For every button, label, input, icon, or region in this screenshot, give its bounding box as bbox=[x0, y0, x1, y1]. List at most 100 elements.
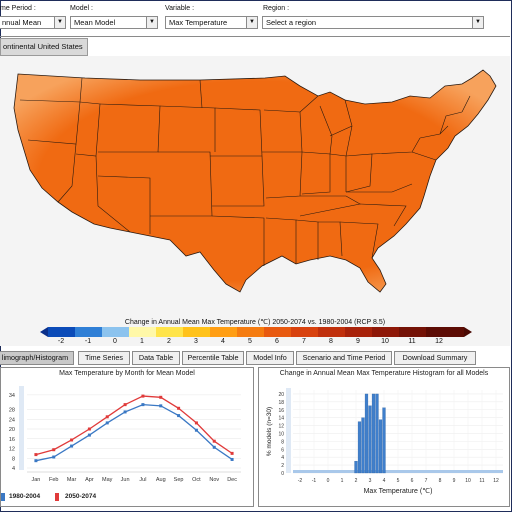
histogram-title: Change in Annual Mean Max Temperature Hi… bbox=[279, 370, 489, 377]
series-point[interactable] bbox=[70, 438, 74, 442]
scale-label: 12 bbox=[435, 338, 443, 345]
histogram-bar[interactable] bbox=[378, 419, 383, 474]
y-axis-band bbox=[19, 386, 24, 470]
map-title: Change in Annual Mean Max Temperature (℃… bbox=[124, 319, 386, 326]
period-value: nnual Mean bbox=[2, 18, 42, 27]
y-tick-label: 34 bbox=[9, 393, 15, 399]
series-point[interactable] bbox=[34, 459, 38, 463]
y-tick-label: 10 bbox=[278, 431, 284, 437]
tab-model-info[interactable]: Model Info bbox=[246, 351, 294, 365]
series-point[interactable] bbox=[87, 427, 91, 431]
series-point[interactable] bbox=[52, 448, 56, 452]
series-point[interactable] bbox=[177, 406, 181, 410]
x-tick-label: 12 bbox=[493, 478, 499, 484]
x-tick-label: -1 bbox=[312, 478, 317, 484]
series-point[interactable] bbox=[105, 421, 109, 425]
histogram-bar[interactable] bbox=[354, 460, 358, 474]
series-point[interactable] bbox=[177, 414, 181, 418]
x-tick-label: Aug bbox=[156, 477, 166, 483]
tab-data-table[interactable]: Data Table bbox=[132, 351, 180, 365]
series-point[interactable] bbox=[70, 444, 74, 448]
legend-label-2050-2074: 2050-2074 bbox=[65, 493, 97, 500]
series-point[interactable] bbox=[141, 394, 145, 398]
x-tick-label: 8 bbox=[439, 478, 442, 484]
histogram-bar[interactable] bbox=[371, 393, 376, 474]
region-select[interactable]: Select a region ▼ bbox=[262, 16, 484, 29]
us-map[interactable] bbox=[0, 56, 510, 346]
y-tick-label: 4 bbox=[281, 455, 284, 461]
x-tick-label: May bbox=[102, 477, 113, 483]
period-select[interactable]: nnual Mean ▼ bbox=[0, 16, 66, 29]
tab-climograph-histogram[interactable]: limograph/Histogram bbox=[0, 351, 74, 365]
series-point[interactable] bbox=[52, 455, 56, 459]
x-tick-label: 4 bbox=[383, 478, 386, 484]
series-point[interactable] bbox=[230, 451, 234, 455]
series-line bbox=[35, 395, 233, 456]
series-point[interactable] bbox=[87, 433, 91, 437]
y-tick-label: 24 bbox=[9, 417, 15, 423]
chevron-down-icon: ▼ bbox=[246, 17, 257, 28]
x-tick-label: Apr bbox=[85, 477, 94, 483]
series-point[interactable] bbox=[123, 410, 127, 414]
scale-label: 3 bbox=[194, 338, 198, 345]
x-tick-label: 3 bbox=[369, 478, 372, 484]
series-point[interactable] bbox=[194, 428, 198, 432]
series-point[interactable] bbox=[159, 395, 163, 399]
x-tick-label: Dec bbox=[227, 477, 237, 483]
x-tick-label: 1 bbox=[341, 478, 344, 484]
series-point[interactable] bbox=[212, 439, 216, 443]
x-tick-label: 0 bbox=[327, 478, 330, 484]
chevron-down-icon: ▼ bbox=[54, 17, 65, 28]
scale-label: 8 bbox=[329, 338, 333, 345]
series-point[interactable] bbox=[159, 404, 163, 408]
series-point[interactable] bbox=[34, 453, 38, 457]
series-point[interactable] bbox=[194, 421, 198, 425]
zero-baseline bbox=[293, 470, 503, 473]
divider bbox=[0, 36, 510, 37]
y-tick-label: 16 bbox=[278, 408, 284, 414]
histogram-bar[interactable] bbox=[382, 407, 386, 474]
model-select[interactable]: Mean Model ▼ bbox=[70, 16, 158, 29]
x-tick-label: 7 bbox=[425, 478, 428, 484]
histogram-panel: Change in Annual Mean Max Temperature Hi… bbox=[258, 367, 510, 507]
scale-label: 5 bbox=[248, 338, 252, 345]
variable-label: Variable : bbox=[165, 5, 195, 12]
y-axis-band bbox=[286, 388, 291, 473]
histogram-bar[interactable] bbox=[375, 393, 379, 474]
x-axis-label: Max Temperature (℃) bbox=[364, 488, 433, 495]
series-point[interactable] bbox=[105, 415, 109, 419]
period-label: me Period : bbox=[0, 5, 36, 12]
series-point[interactable] bbox=[230, 457, 234, 461]
model-label: Model : bbox=[70, 5, 93, 12]
y-tick-label: 8 bbox=[12, 456, 15, 462]
series-line bbox=[35, 403, 233, 462]
climograph-title: Max Temperature by Month for Mean Model bbox=[59, 370, 195, 377]
variable-select[interactable]: Max Temperature ▼ bbox=[165, 16, 258, 29]
x-tick-label: Jan bbox=[31, 477, 40, 483]
region-button[interactable]: ontinental United States bbox=[0, 38, 88, 56]
scale-label: 0 bbox=[113, 338, 117, 345]
scale-label: -2 bbox=[57, 338, 65, 345]
tab-download-summary[interactable]: Download Summary bbox=[394, 351, 476, 365]
tab-time-series[interactable]: Time Series bbox=[78, 351, 130, 365]
state-borders bbox=[19, 77, 471, 266]
x-tick-label: Oct bbox=[192, 477, 201, 483]
legend-label-1980-2004: 1980-2004 bbox=[9, 493, 41, 500]
tab-scenario-and-time-period[interactable]: Scenario and Time Period bbox=[296, 351, 392, 365]
color-scale-bar bbox=[40, 327, 472, 337]
series-point[interactable] bbox=[212, 445, 216, 449]
histogram-bar[interactable] bbox=[357, 421, 362, 474]
series-point[interactable] bbox=[141, 403, 145, 407]
x-tick-label: Jul bbox=[139, 477, 146, 483]
y-tick-label: 16 bbox=[9, 437, 15, 443]
histogram-bar[interactable] bbox=[364, 393, 369, 474]
histogram-bar[interactable] bbox=[361, 417, 365, 474]
scale-label: 1 bbox=[140, 338, 144, 345]
y-tick-label: 28 bbox=[9, 408, 15, 414]
model-value: Mean Model bbox=[74, 18, 116, 27]
x-tick-label: Mar bbox=[67, 477, 77, 483]
histogram-bar[interactable] bbox=[368, 405, 372, 474]
series-point[interactable] bbox=[123, 403, 127, 407]
tab-percentile-table[interactable]: Percentile Table bbox=[182, 351, 244, 365]
x-tick-label: Nov bbox=[209, 477, 219, 483]
